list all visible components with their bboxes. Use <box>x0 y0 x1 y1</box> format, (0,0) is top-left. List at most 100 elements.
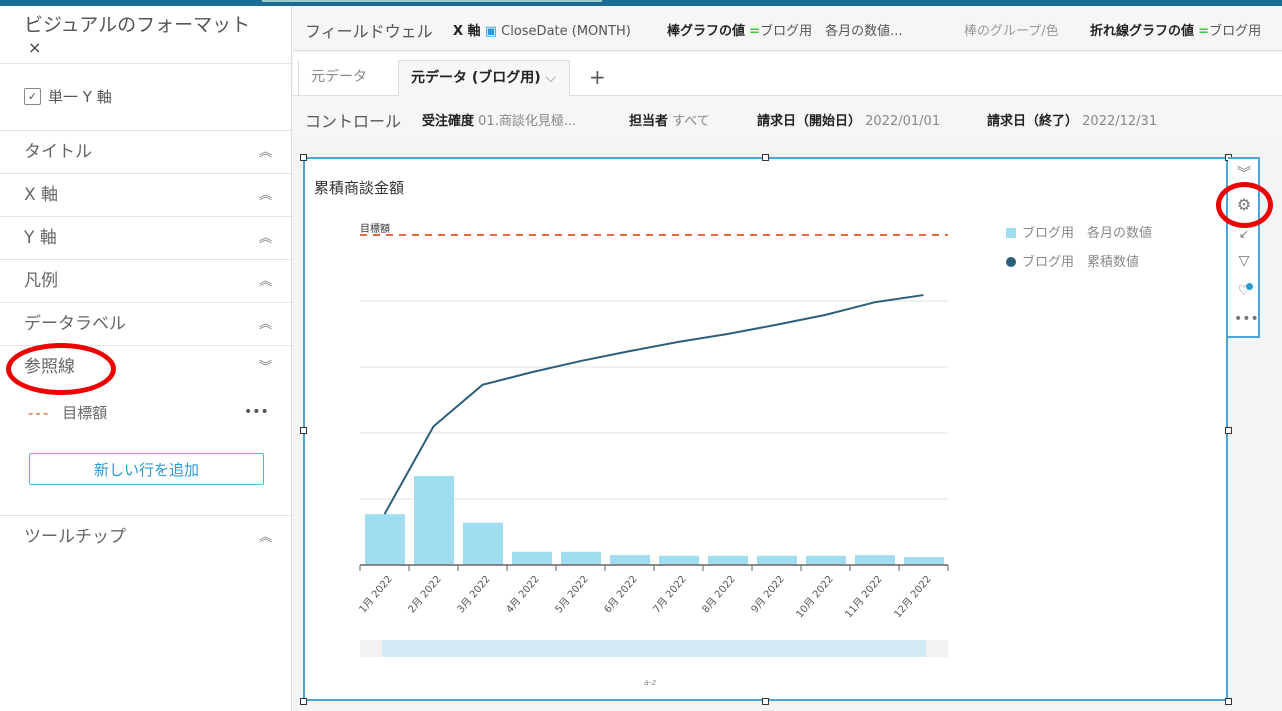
add-tab-button[interactable]: + <box>589 65 606 89</box>
x-tick-label: 11月 2022 <box>843 573 885 620</box>
resize-handle[interactable] <box>762 154 769 161</box>
add-new-line-button[interactable]: 新しい行を追加 <box>29 453 264 485</box>
section-label: 凡例 <box>24 271 58 291</box>
bar[interactable] <box>659 555 699 565</box>
reference-line-label: 目標額 <box>62 404 108 422</box>
field-wells-label: フィールドウェル <box>305 22 433 41</box>
highlight-circle <box>1216 182 1273 228</box>
filter-icon[interactable]: ▽ <box>1238 253 1250 269</box>
x-axis-well[interactable]: X 軸 ▣ CloseDate (MONTH) <box>453 20 631 39</box>
bar[interactable] <box>904 557 944 565</box>
tab-source-data-blog[interactable]: 元データ (ブログ用) ⌵ <box>398 60 570 96</box>
control-owner[interactable]: 担当者 すべて <box>629 110 710 129</box>
single-y-section <box>0 63 292 130</box>
single-y-axis-label: 単一 Y 軸 <box>48 88 112 106</box>
close-icon[interactable]: × <box>28 38 42 57</box>
legend-item-line[interactable]: ブログ用 累積数値 <box>1006 251 1139 270</box>
bar[interactable] <box>561 551 601 565</box>
section-1[interactable]: X 軸 ︽ <box>0 173 292 216</box>
x-tick-label: 12月 2022 <box>892 573 934 620</box>
bar[interactable] <box>855 555 895 565</box>
insight-bulb-icon[interactable]: ♡ <box>1234 283 1254 299</box>
chart-title: 累積商談金額 <box>314 179 405 197</box>
control-label: 担当者 <box>629 114 669 129</box>
control-value: 01.商談化見極... <box>478 114 577 129</box>
combo-chart: 1月 2022 2月 2022 3月 2022 4月 2022 5月 2022 6月 20… <box>357 222 949 687</box>
tab-label: 元データ (ブログ用) <box>411 70 541 86</box>
legend-label: ブログ用 各月の数値 <box>1022 226 1153 241</box>
more-icon[interactable]: ••• <box>1234 311 1259 327</box>
bar[interactable] <box>365 514 405 565</box>
section-0[interactable]: タイトル ︽ <box>0 130 292 173</box>
section-label: データラベル <box>24 314 126 334</box>
bar[interactable] <box>414 475 454 565</box>
control-end-date[interactable]: 請求日（終了） 2022/12/31 <box>987 110 1157 129</box>
calendar-icon: ▣ <box>484 24 497 39</box>
x-tick-label: 7月 2022 <box>651 573 689 615</box>
bar[interactable] <box>512 551 552 565</box>
control-value: すべて <box>672 114 710 129</box>
section-label: ツールチップ <box>24 527 126 547</box>
section-4[interactable]: データラベル ︽ <box>0 302 292 345</box>
chevron-down-icon[interactable]: ⌵ <box>545 70 557 86</box>
scrollbar-thumb[interactable] <box>382 640 926 657</box>
resize-handle[interactable] <box>762 698 769 705</box>
reference-line-item[interactable]: --- 目標額 <box>28 402 107 423</box>
tab-source-data[interactable]: 元データ <box>298 60 379 96</box>
chevron-down-icon[interactable]: ︾ <box>258 360 272 375</box>
bar[interactable] <box>757 555 797 565</box>
x-tick-label: 3月 2022 <box>455 573 493 615</box>
sort-icon[interactable]: a-z <box>644 678 657 687</box>
section-6[interactable]: ツールチップ ︽ <box>0 515 292 558</box>
resize-handle[interactable] <box>300 698 307 705</box>
reference-line-label: 目標額 <box>360 222 390 235</box>
bar-values-well[interactable]: 棒グラフの値 =ブログ用 各月の数値... <box>667 20 902 39</box>
dashed-line-icon: --- <box>28 404 51 422</box>
section-label: X 軸 <box>24 185 59 205</box>
line-values-value: ブログ用 <box>1209 24 1262 39</box>
collapse-icon[interactable]: ↙ <box>1238 227 1250 241</box>
control-probability[interactable]: 受注確度 01.商談化見極... <box>422 110 576 129</box>
control-label: 請求日（開始日） <box>757 114 862 129</box>
chevron-up-icon[interactable]: ︽ <box>258 317 272 332</box>
chevron-up-icon[interactable]: ︽ <box>258 145 272 160</box>
cumulative-line[interactable] <box>383 294 924 515</box>
section-2[interactable]: Y 軸 ︽ <box>0 216 292 259</box>
panel-title: ビジュアルのフォーマット <box>24 14 251 36</box>
resize-handle[interactable] <box>300 154 307 161</box>
section-3[interactable]: 凡例 ︽ <box>0 259 292 302</box>
chevron-up-icon[interactable]: ︽ <box>258 231 272 246</box>
chevrons-down-icon[interactable]: ︾ <box>1237 166 1251 182</box>
chevron-up-icon[interactable]: ︽ <box>258 274 272 289</box>
resize-handle[interactable] <box>1225 698 1232 705</box>
sheet-tabs: 元データ 元データ (ブログ用) ⌵ + <box>293 52 1282 96</box>
x-tick-label: 5月 2022 <box>553 573 591 615</box>
x-tick-label: 9月 2022 <box>749 573 787 615</box>
drag-handle-icon: = <box>749 24 761 39</box>
x-tick-label: 1月 2022 <box>357 573 395 615</box>
bar[interactable] <box>806 555 846 565</box>
chevron-up-icon[interactable]: ︽ <box>258 530 272 545</box>
legend-label: ブログ用 累積数値 <box>1022 255 1140 270</box>
visual-frame[interactable] <box>303 157 1228 701</box>
control-start-date[interactable]: 請求日（開始日） 2022/01/01 <box>757 110 940 129</box>
x-tick-label: 8月 2022 <box>700 573 738 615</box>
controls-label: コントロール <box>305 112 402 131</box>
bar-group-well[interactable]: 棒のグループ/色 <box>964 24 1059 39</box>
resize-handle[interactable] <box>1225 427 1232 434</box>
bar[interactable] <box>708 555 748 565</box>
x-tick-label: 4月 2022 <box>504 573 542 615</box>
chevron-up-icon[interactable]: ︽ <box>258 188 272 203</box>
x-tick-label: 10月 2022 <box>794 573 836 620</box>
more-icon[interactable]: ••• <box>244 404 269 420</box>
single-y-axis-checkbox[interactable]: ✓ <box>24 88 41 105</box>
bar[interactable] <box>463 522 503 565</box>
resize-handle[interactable] <box>300 427 307 434</box>
control-value: 2022/01/01 <box>865 114 941 129</box>
bar[interactable] <box>610 555 650 565</box>
x-axis-well-label: X 軸 <box>453 24 481 39</box>
line-values-well[interactable]: 折れ線グラフの値 =ブログ用 <box>1090 20 1261 39</box>
controls-bar: コントロール 受注確度 01.商談化見極... 担当者 すべて 請求日（開始日）… <box>293 96 1282 142</box>
legend-item-bar[interactable]: ブログ用 各月の数値 <box>1006 222 1152 241</box>
control-value: 2022/12/31 <box>1082 114 1158 129</box>
